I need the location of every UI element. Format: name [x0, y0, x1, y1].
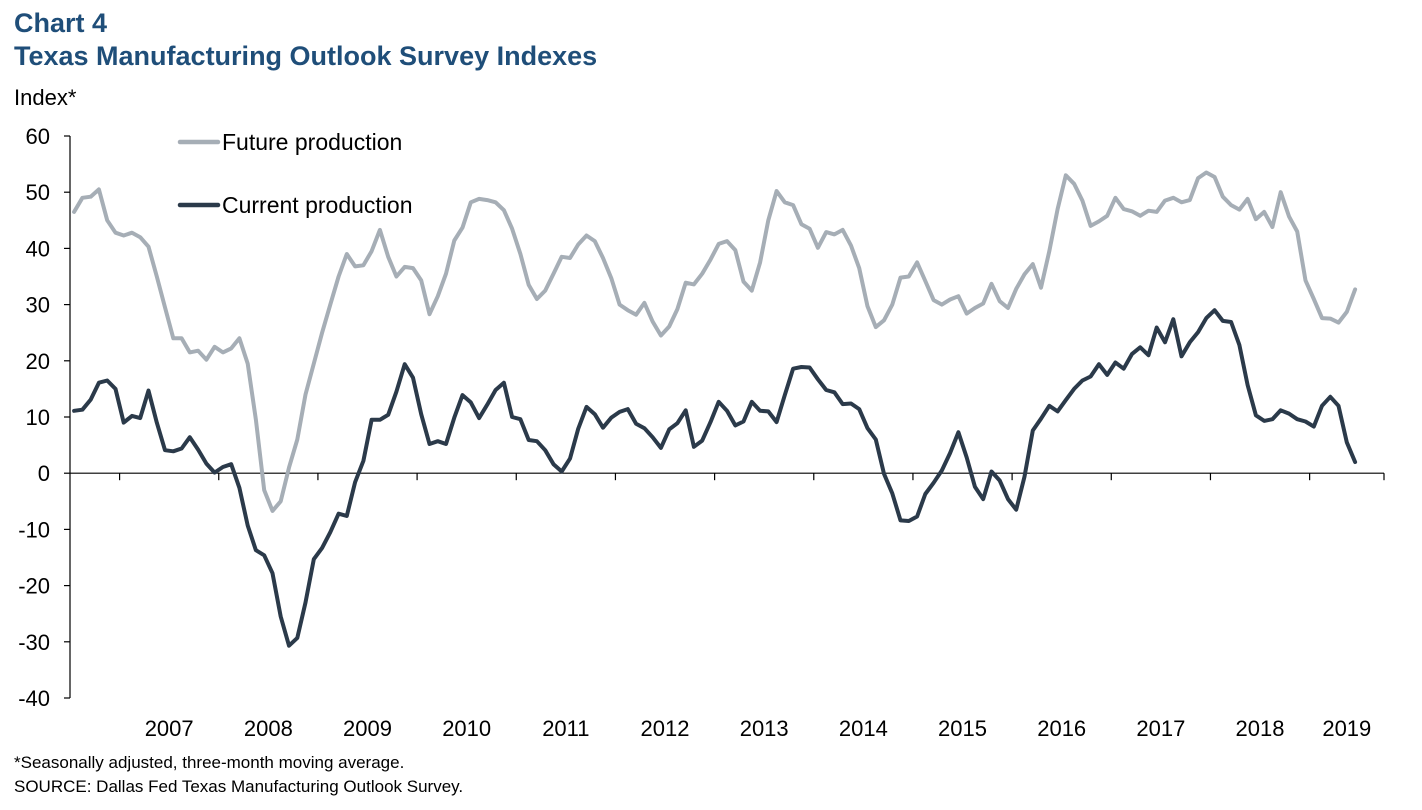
current-production-line — [72, 308, 1358, 648]
y-tick-label: 20 — [26, 349, 50, 374]
x-tick-label: 2016 — [1037, 716, 1086, 741]
x-tick-label: 2008 — [244, 716, 293, 741]
x-tick-label: 2009 — [343, 716, 392, 741]
source-note: SOURCE: Dallas Fed Texas Manufacturing O… — [14, 777, 464, 796]
footnote: *Seasonally adjusted, three-month moving… — [14, 753, 405, 772]
y-tick-label: 50 — [26, 180, 50, 205]
chart-label: Chart 4 — [14, 8, 108, 38]
x-tick-label: 2017 — [1136, 716, 1185, 741]
chart-series — [72, 170, 1358, 648]
x-tick-label: 2014 — [839, 716, 888, 741]
x-tick-label: 2015 — [938, 716, 987, 741]
y-axis-unit-label: Index* — [14, 85, 77, 110]
legend-label: Future production — [222, 129, 402, 155]
legend-label: Current production — [222, 192, 413, 218]
x-tick-label: 2010 — [442, 716, 491, 741]
y-tick-label: 60 — [26, 124, 50, 149]
chart-title: Texas Manufacturing Outlook Survey Index… — [14, 41, 598, 71]
y-tick-label: -40 — [18, 686, 50, 711]
y-tick-label: 10 — [26, 405, 50, 430]
y-tick-label: 30 — [26, 293, 50, 318]
y-tick-label: -30 — [18, 630, 50, 655]
x-tick-label: 2019 — [1322, 716, 1371, 741]
y-tick-label: -20 — [18, 574, 50, 599]
x-tick-label: 2018 — [1236, 716, 1285, 741]
chart-legend: Future production Current production — [177, 129, 413, 218]
x-tick-label: 2007 — [145, 716, 194, 741]
future-production-line — [72, 170, 1358, 513]
x-tick-label: 2013 — [740, 716, 789, 741]
x-tick-label: 2012 — [641, 716, 690, 741]
x-tick-label: 2011 — [542, 716, 589, 741]
y-tick-label: 40 — [26, 236, 50, 261]
y-tick-label: -10 — [18, 517, 50, 542]
y-tick-label: 0 — [38, 461, 50, 486]
